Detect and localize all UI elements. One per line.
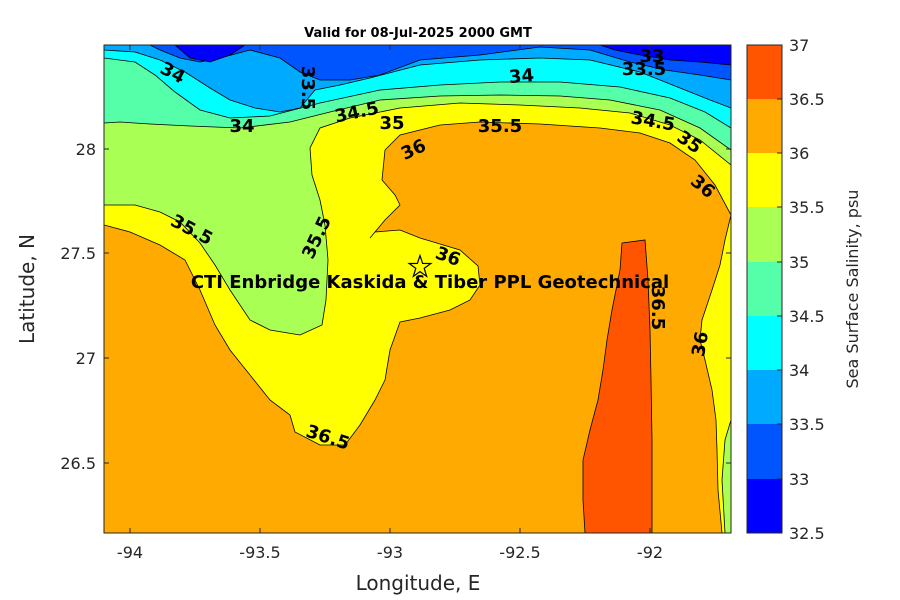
y-axis-label: Latitude, N	[15, 234, 39, 344]
site-label: CTI Enbridge Kaskida & Tiber PPL Geotech…	[191, 272, 669, 293]
colorbar-label: Sea Surface Salinity, psu	[843, 190, 862, 389]
contour-label: 36	[688, 330, 713, 358]
y-tick-label: 28	[76, 140, 96, 159]
contour-label: 33	[639, 46, 664, 67]
fill-32.5-33-north	[174, 45, 246, 63]
star-icon	[407, 253, 433, 278]
plot-frame	[103, 44, 732, 534]
colorbar-swatch	[747, 479, 782, 533]
x-axis	[129, 45, 651, 533]
colorbar-swatch	[747, 262, 782, 316]
colorbar-swatch	[747, 207, 782, 262]
colorbar-swatch	[747, 370, 782, 424]
colorbar-swatch	[747, 153, 782, 207]
colorbar-swatch	[747, 45, 782, 99]
contour-label: 36.5	[647, 286, 668, 330]
contour-label: 33.5	[297, 66, 318, 110]
colorbar	[746, 44, 783, 534]
fill-32.5-33-northeast	[599, 45, 731, 66]
colorbar-swatch	[747, 99, 782, 153]
x-tick-label: -93	[377, 543, 403, 562]
fill-36.5-37-tongue	[582, 239, 653, 533]
y-tick-label: 27.5	[60, 244, 96, 263]
colorbar-tick-label: 36.5	[789, 90, 825, 109]
contour-label: 33.5	[622, 59, 666, 80]
fill-35.5-36-east	[699, 214, 731, 533]
colorbar-tick-label: 37	[789, 36, 809, 55]
x-tick-label: -92.5	[499, 543, 540, 562]
x-tick-label: -93.5	[239, 543, 280, 562]
colorbar-ticks	[777, 44, 782, 534]
colorbar-swatch	[747, 316, 782, 370]
contour-label: 34	[229, 116, 254, 137]
colorbar-swatch	[747, 424, 782, 479]
contour-label: 34	[508, 65, 535, 88]
colorbar-tick-label: 32.5	[789, 524, 825, 543]
colorbar-tick-label: 36	[789, 144, 809, 163]
colorbar-frame	[746, 44, 783, 534]
fill-35-35.5-east	[721, 419, 731, 533]
colorbar-tick-label: 34.5	[789, 307, 825, 326]
colorbar-tick-label: 34	[789, 361, 809, 380]
x-tick-label: -92	[637, 543, 663, 562]
colorbar-tick-label: 35	[789, 253, 809, 272]
y-tick-label: 26.5	[60, 454, 96, 473]
x-tick-label: -94	[117, 543, 143, 562]
y-axis	[104, 148, 731, 464]
colorbar-tick-label: 33	[789, 470, 809, 489]
figure-title: Valid for 08-Jul-2025 2000 GMT	[304, 26, 532, 41]
salinity-contour-field: 34 33.5 33 33.5 34 34.5 35 35.5 34 36 34…	[104, 45, 731, 533]
fill-33.5-34	[104, 45, 731, 113]
y-tick-label: 27	[76, 349, 96, 368]
contour-label: 35	[379, 113, 404, 134]
contour-label: 35.5	[478, 116, 522, 137]
x-axis-label: Longitude, E	[356, 571, 481, 595]
colorbar-tick-label: 33.5	[789, 415, 825, 434]
colorbar-tick-label: 35.5	[789, 198, 825, 217]
